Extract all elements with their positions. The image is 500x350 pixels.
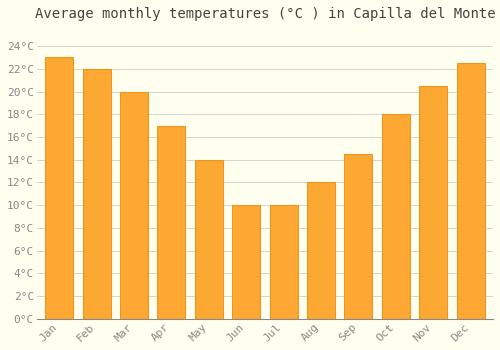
Bar [120, 92, 148, 319]
Bar [195, 160, 223, 319]
Bar [45, 57, 73, 319]
Bar [307, 182, 335, 319]
Bar [344, 154, 372, 319]
Bar [419, 86, 447, 319]
Bar [232, 205, 260, 319]
Bar [270, 205, 297, 319]
Title: Average monthly temperatures (°C ) in Capilla del Monte: Average monthly temperatures (°C ) in Ca… [34, 7, 495, 21]
Bar [82, 69, 110, 319]
Bar [382, 114, 410, 319]
Bar [158, 126, 186, 319]
Bar [456, 63, 484, 319]
